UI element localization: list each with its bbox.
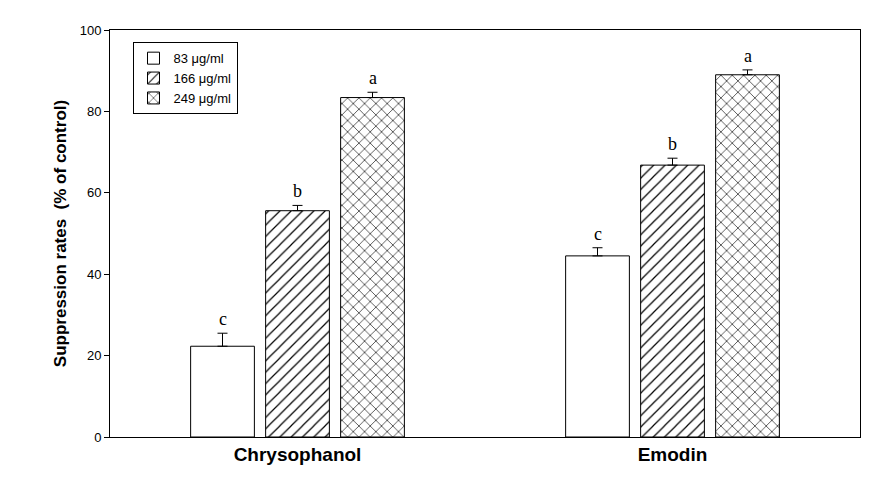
svg-text:60: 60 (87, 185, 101, 200)
svg-text:b: b (293, 181, 302, 201)
svg-text:100: 100 (80, 23, 102, 38)
svg-text:80: 80 (87, 104, 101, 119)
svg-text:c: c (594, 224, 602, 244)
svg-text:166 μg/ml: 166 μg/ml (174, 71, 231, 86)
svg-text:249 μg/ml: 249 μg/ml (174, 91, 231, 106)
svg-text:a: a (369, 68, 377, 88)
svg-text:c: c (219, 309, 227, 329)
svg-text:a: a (744, 46, 752, 66)
svg-text:20: 20 (87, 348, 101, 363)
svg-text:Suppression rates (% of contr: Suppression rates (% of control) (51, 100, 70, 367)
svg-text:83 μg/ml: 83 μg/ml (174, 51, 224, 66)
svg-text:Chrysophanol: Chrysophanol (234, 444, 362, 465)
svg-text:b: b (668, 134, 677, 154)
svg-text:40: 40 (87, 267, 101, 282)
svg-text:0: 0 (94, 430, 101, 445)
svg-text:Emodin: Emodin (638, 444, 708, 465)
